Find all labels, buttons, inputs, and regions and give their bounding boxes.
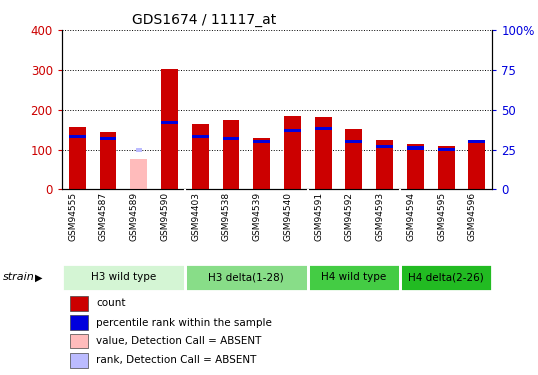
Bar [69, 135, 86, 138]
Text: GSM94596: GSM94596 [468, 192, 477, 241]
Bar [284, 129, 301, 132]
Bar [161, 121, 178, 124]
Bar [345, 140, 363, 143]
Text: GSM94589: GSM94589 [130, 192, 139, 241]
Bar [438, 148, 455, 151]
Bar [100, 137, 116, 140]
Bar [62, 264, 185, 291]
Bar [192, 135, 209, 138]
Bar [376, 140, 393, 189]
Bar [253, 138, 270, 189]
Bar [284, 117, 301, 189]
Bar [69, 127, 86, 189]
Text: GDS1674 / 11117_at: GDS1674 / 11117_at [132, 13, 277, 27]
Bar [223, 137, 239, 140]
Text: GSM94538: GSM94538 [222, 192, 231, 241]
Text: GSM94587: GSM94587 [99, 192, 108, 241]
Text: GSM94403: GSM94403 [191, 192, 200, 241]
Text: GSM94591: GSM94591 [314, 192, 323, 241]
Text: H4 delta(2-26): H4 delta(2-26) [408, 273, 484, 282]
Bar [253, 140, 270, 143]
Text: H3 delta(1-28): H3 delta(1-28) [208, 273, 284, 282]
Text: GSM94594: GSM94594 [406, 192, 415, 241]
Text: GSM94593: GSM94593 [376, 192, 385, 241]
Bar [100, 132, 116, 189]
Text: count: count [96, 298, 126, 308]
Text: ▶: ▶ [35, 273, 43, 282]
Bar [70, 353, 88, 368]
Bar [130, 159, 147, 189]
Text: GSM94590: GSM94590 [160, 192, 169, 241]
Bar [136, 147, 141, 152]
Text: GSM94555: GSM94555 [68, 192, 77, 241]
Bar [345, 129, 363, 189]
Text: H3 wild type: H3 wild type [91, 273, 156, 282]
Bar [70, 296, 88, 310]
Bar [315, 127, 331, 130]
Text: GSM94539: GSM94539 [253, 192, 261, 241]
Bar [469, 140, 485, 189]
Text: value, Detection Call = ABSENT: value, Detection Call = ABSENT [96, 336, 261, 346]
Text: GSM94592: GSM94592 [345, 192, 354, 241]
Bar [185, 264, 308, 291]
Bar [192, 124, 209, 189]
Text: GSM94595: GSM94595 [437, 192, 446, 241]
Text: H4 wild type: H4 wild type [321, 273, 386, 282]
Bar [400, 264, 492, 291]
Bar [407, 144, 424, 189]
Text: GSM94540: GSM94540 [284, 192, 293, 241]
Bar [407, 146, 424, 150]
Bar [376, 145, 393, 148]
Bar [223, 120, 239, 189]
Bar [315, 117, 331, 189]
Bar [308, 264, 400, 291]
Text: percentile rank within the sample: percentile rank within the sample [96, 318, 272, 328]
Bar [70, 315, 88, 330]
Text: rank, Detection Call = ABSENT: rank, Detection Call = ABSENT [96, 356, 257, 366]
Bar [70, 334, 88, 348]
Text: strain: strain [3, 273, 34, 282]
Bar [469, 140, 485, 143]
Bar [161, 69, 178, 189]
Bar [438, 146, 455, 189]
